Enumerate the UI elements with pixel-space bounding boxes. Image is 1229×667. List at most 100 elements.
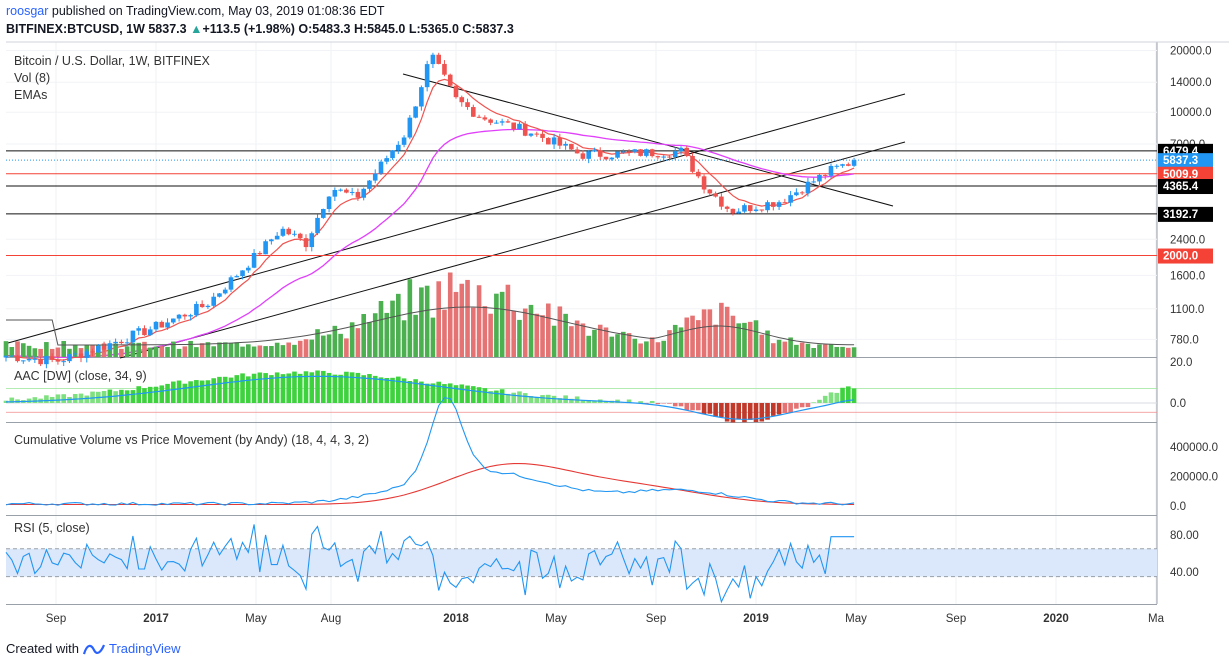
aac-bar: [274, 372, 280, 403]
candle-body: [136, 328, 141, 331]
volume-bar: [315, 329, 320, 357]
candle-body: [632, 149, 638, 152]
aac-bar: [471, 386, 476, 403]
aac-bar: [557, 398, 563, 403]
aac-bar: [534, 396, 540, 403]
tradingview-brand[interactable]: TradingView: [108, 641, 181, 656]
aac-bar: [517, 391, 522, 403]
volume-bar: [211, 346, 216, 357]
candle-body: [390, 150, 395, 159]
volume-bar: [546, 303, 551, 357]
x-tick-label: 2020: [1043, 613, 1069, 625]
x-tick-label: 2017: [143, 613, 169, 625]
aac-bar: [540, 395, 545, 403]
aac-bar: [840, 387, 845, 403]
volume-bar: [263, 346, 268, 357]
candle-body: [153, 321, 159, 330]
volume-bar: [246, 344, 251, 357]
aac-bar: [396, 376, 401, 403]
volume-bar: [626, 333, 632, 357]
candle-body: [15, 355, 20, 362]
aac-bar: [176, 380, 182, 403]
volume-bar: [765, 330, 770, 357]
candle-body: [217, 293, 222, 297]
candle-body: [488, 119, 493, 123]
candle-body: [113, 341, 118, 344]
candle-body: [90, 351, 95, 353]
aac-bar: [776, 403, 782, 415]
volume-bar: [799, 342, 805, 357]
volume-bar: [528, 304, 534, 357]
aac-bar: [494, 390, 499, 403]
candle-body: [21, 360, 26, 362]
candle-body: [776, 202, 782, 207]
volume-bar: [349, 322, 355, 357]
volume-bar: [678, 327, 684, 357]
candle-body: [701, 176, 707, 190]
volume-bar: [274, 342, 280, 357]
candle-body: [586, 151, 591, 159]
candle-body: [246, 267, 251, 271]
volume-bar: [822, 344, 828, 357]
volume-bar: [817, 344, 822, 357]
price-badge: [1158, 179, 1213, 195]
aac-bar: [505, 393, 511, 403]
x-tick-label: Sep: [946, 613, 966, 625]
author-link[interactable]: roosgar: [6, 4, 49, 18]
candle-body: [707, 189, 713, 194]
candle-body: [274, 235, 280, 240]
y-tick-label: 2400.0: [1170, 234, 1205, 246]
aac-bar: [794, 403, 799, 409]
candle-body: [96, 345, 101, 353]
x-tick-label: Ma: [1148, 613, 1165, 625]
rsi-line: [5, 524, 855, 604]
publish-info: published on TradingView.com, May 03, 20…: [48, 4, 385, 18]
aac-bar: [805, 403, 811, 408]
cvpm-tick-label: 200000.0: [1170, 472, 1218, 484]
aac-bar: [817, 399, 822, 403]
volume-bar: [251, 346, 257, 357]
price-badge-label: 6479.4: [1163, 146, 1199, 158]
aac-bar: [263, 373, 268, 403]
candle-body: [557, 137, 563, 146]
volume-bar: [603, 327, 609, 357]
candle-body: [321, 209, 326, 218]
candle-body: [546, 137, 551, 145]
volume-bar: [372, 313, 378, 357]
candle-body: [465, 102, 470, 108]
aac-bar: [419, 381, 424, 403]
volume-bar: [771, 343, 776, 357]
aac-bar: [292, 371, 297, 403]
volume-bar: [107, 346, 113, 357]
volume-bar: [326, 334, 332, 357]
candle-body: [851, 160, 857, 166]
volume-bar: [205, 342, 211, 357]
volume-bar: [96, 344, 101, 357]
aac-bar: [101, 390, 107, 403]
volume-bar: [280, 345, 286, 357]
tradingview-logo-icon: [82, 644, 105, 654]
candle-body: [194, 303, 199, 316]
volume-bar: [742, 322, 747, 357]
candle-body: [649, 149, 655, 157]
volume-bar: [522, 308, 528, 357]
legend-vol: Vol (8): [14, 71, 51, 85]
volume-bar: [511, 310, 516, 357]
volume-bar: [9, 347, 15, 357]
volume-bar: [390, 300, 395, 357]
aac-bar: [349, 372, 355, 403]
volume-bar: [788, 337, 793, 357]
candle-body: [528, 133, 534, 136]
volume-bar: [194, 347, 199, 357]
volume-bar: [447, 272, 453, 357]
aac-bar: [194, 380, 199, 403]
candle-body: [822, 174, 828, 176]
candle-body: [263, 241, 268, 255]
footer: Created with TradingView: [6, 641, 181, 656]
candle-body: [522, 123, 528, 136]
aac-bar: [511, 392, 516, 403]
aac-bar: [667, 403, 672, 404]
aac-bar: [390, 377, 395, 403]
aac-bar: [696, 403, 701, 411]
candle-body: [747, 205, 753, 211]
